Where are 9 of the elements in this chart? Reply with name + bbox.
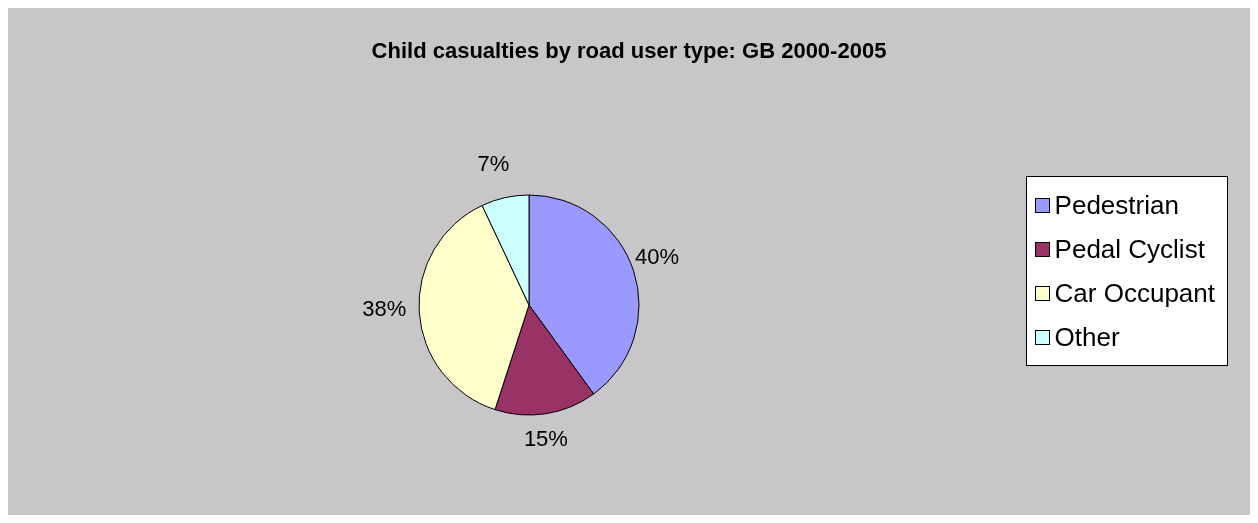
data-label: 15% <box>523 425 568 451</box>
chart-title: Child casualties by road user type: GB 2000-2005 <box>370 38 888 64</box>
data-label: 40% <box>635 244 680 270</box>
legend-label: Other <box>1054 321 1120 353</box>
data-label: 7% <box>477 150 510 176</box>
data-label: 38% <box>362 296 407 322</box>
legend-label: Pedal Cyclist <box>1054 233 1205 265</box>
legend-label: Pedestrian <box>1054 189 1179 221</box>
legend-label: Car Occupant <box>1054 277 1215 309</box>
